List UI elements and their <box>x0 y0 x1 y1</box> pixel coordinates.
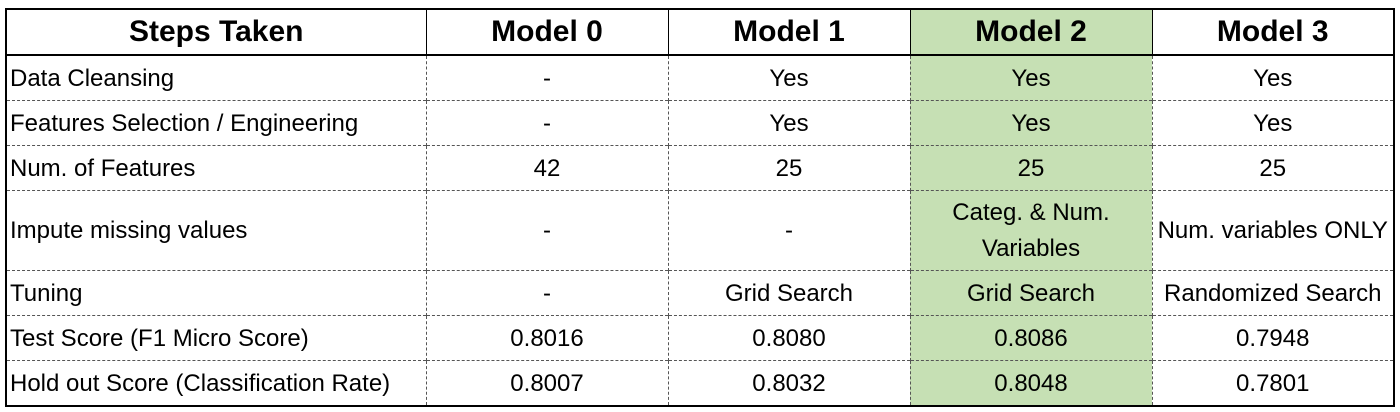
row-label: Tuning <box>6 270 426 316</box>
header-model-3: Model 3 <box>1151 9 1394 56</box>
row-label: Impute missing values <box>6 190 426 271</box>
model-comparison-table: Steps Taken Model 0 Model 1 Model 2 Mode… <box>5 8 1395 407</box>
cell-model-3: 25 <box>1151 145 1394 191</box>
header-model-0: Model 0 <box>425 9 668 56</box>
header-model-2: Model 2 <box>909 9 1153 56</box>
cell-model-2: Grid Search <box>909 270 1152 316</box>
cell-model-3: Yes <box>1151 100 1394 146</box>
cell-model-0: - <box>425 55 668 101</box>
cell-model-0: 0.8007 <box>425 360 668 406</box>
table-row: Features Selection / Engineering - Yes Y… <box>6 100 1394 146</box>
cell-model-1: Yes <box>667 55 910 101</box>
row-label: Features Selection / Engineering <box>6 100 426 146</box>
cell-model-1: - <box>667 190 910 271</box>
cell-model-1: Grid Search <box>667 270 910 316</box>
table-row: Test Score (F1 Micro Score) 0.8016 0.808… <box>6 315 1394 361</box>
cell-model-1: 0.8032 <box>667 360 910 406</box>
row-label: Hold out Score (Classification Rate) <box>6 360 426 406</box>
row-label: Test Score (F1 Micro Score) <box>6 315 426 361</box>
cell-model-0: 0.8016 <box>425 315 668 361</box>
table-row: Tuning - Grid Search Grid Search Randomi… <box>6 270 1394 316</box>
cell-model-0: - <box>425 100 668 146</box>
cell-model-2: Yes <box>909 55 1152 101</box>
table-row: Impute missing values - - Categ. & Num. … <box>6 190 1394 271</box>
cell-model-2: 0.8048 <box>909 360 1152 406</box>
cell-model-3: Yes <box>1151 55 1394 101</box>
cell-model-2: Categ. & Num. Variables <box>909 190 1152 271</box>
cell-model-2: 25 <box>909 145 1152 191</box>
row-label: Num. of Features <box>6 145 426 191</box>
cell-model-0: 42 <box>425 145 668 191</box>
cell-model-3: 0.7948 <box>1151 315 1394 361</box>
header-model-1: Model 1 <box>667 9 910 56</box>
table-row: Hold out Score (Classification Rate) 0.8… <box>6 360 1394 406</box>
cell-model-0: - <box>425 270 668 316</box>
cell-model-2: 0.8086 <box>909 315 1152 361</box>
cell-model-3: Num. variables ONLY <box>1151 190 1394 271</box>
table-row: Data Cleansing - Yes Yes Yes <box>6 55 1394 101</box>
cell-model-0: - <box>425 190 668 271</box>
header-steps-taken: Steps Taken <box>6 9 426 56</box>
header-row: Steps Taken Model 0 Model 1 Model 2 Mode… <box>6 9 1394 56</box>
cell-model-3: 0.7801 <box>1151 360 1394 406</box>
cell-model-3: Randomized Search <box>1151 270 1394 316</box>
cell-model-1: 25 <box>667 145 910 191</box>
row-label: Data Cleansing <box>10 64 175 92</box>
cell-model-1: 0.8080 <box>667 315 910 361</box>
cell-model-1: Yes <box>667 100 910 146</box>
cell-model-2: Yes <box>909 100 1152 146</box>
table-row: Num. of Features 42 25 25 25 <box>6 145 1394 191</box>
